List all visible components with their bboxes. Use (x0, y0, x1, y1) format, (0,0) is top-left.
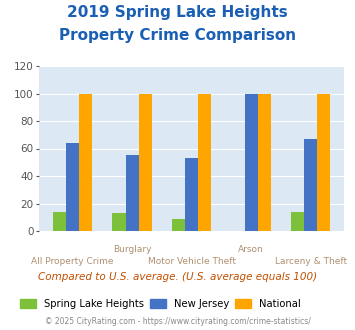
Bar (317, 93, 331, 231)
Text: 2019 Spring Lake Heights: 2019 Spring Lake Heights (67, 5, 288, 20)
Bar (291, 212, 304, 231)
Bar (185, 158, 198, 231)
Text: © 2025 CityRating.com - https://www.cityrating.com/crime-statistics/: © 2025 CityRating.com - https://www.city… (45, 317, 310, 326)
Bar (198, 93, 211, 231)
Bar (139, 93, 152, 231)
Bar (53, 212, 66, 231)
Bar (258, 93, 271, 231)
Text: Arson: Arson (239, 245, 264, 254)
Bar (245, 93, 258, 231)
Text: Property Crime Comparison: Property Crime Comparison (59, 28, 296, 43)
Text: Larceny & Theft: Larceny & Theft (275, 257, 347, 266)
Legend: Spring Lake Heights, New Jersey, National: Spring Lake Heights, New Jersey, Nationa… (20, 299, 301, 309)
Bar (79, 93, 92, 231)
Bar (126, 155, 139, 231)
Text: Motor Vehicle Theft: Motor Vehicle Theft (148, 257, 236, 266)
Text: Burglary: Burglary (113, 245, 151, 254)
Text: All Property Crime: All Property Crime (31, 257, 114, 266)
Bar (304, 139, 317, 231)
Text: Compared to U.S. average. (U.S. average equals 100): Compared to U.S. average. (U.S. average … (38, 272, 317, 282)
Bar (113, 213, 126, 231)
Bar (66, 143, 79, 231)
Bar (172, 218, 185, 231)
